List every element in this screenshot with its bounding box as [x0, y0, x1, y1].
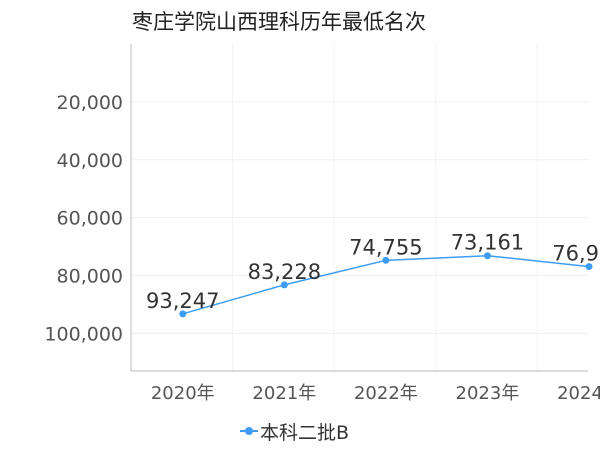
data-label: 83,228	[248, 260, 321, 284]
x-tick-label: 2021年	[252, 383, 316, 404]
x-tick-label: 2023年	[456, 383, 520, 404]
data-point	[382, 256, 390, 264]
series-line-path	[182, 254, 590, 315]
y-tick-label: 60,000	[57, 208, 123, 230]
data-point	[483, 252, 491, 260]
data-label: 73,161	[451, 231, 524, 255]
x-tick-label: 2024年	[557, 383, 600, 404]
legend-label: 本科二批B	[260, 421, 350, 444]
legend-marker-icon	[240, 425, 258, 437]
y-tick-label: 80,000	[57, 266, 123, 288]
y-tick-label: 40,000	[57, 150, 123, 172]
data-point	[280, 281, 288, 289]
axes	[130, 44, 588, 372]
grid-lines	[131, 44, 588, 371]
legend[interactable]: 本科二批B	[240, 418, 349, 444]
data-labels: 93,247 83,228 74,755 73,161 76,913	[146, 231, 600, 313]
chart-title: 枣庄学院山西理科历年最低名次	[132, 10, 426, 34]
data-point	[179, 310, 187, 318]
data-label: 93,247	[146, 289, 219, 313]
y-axis-labels: 20,000 40,000 60,000 80,000 100,000	[44, 92, 123, 346]
y-tick-label: 100,000	[44, 323, 123, 345]
data-label: 76,913	[552, 242, 600, 266]
x-tick-label: 2022年	[354, 383, 418, 404]
series-line	[179, 252, 593, 318]
x-tick-label: 2020年	[151, 383, 215, 404]
x-axis-labels: 2020年 2021年 2022年 2023年 2024年	[151, 383, 600, 404]
y-tick-label: 20,000	[57, 92, 123, 114]
data-point	[585, 263, 593, 271]
data-label: 74,755	[349, 235, 422, 259]
